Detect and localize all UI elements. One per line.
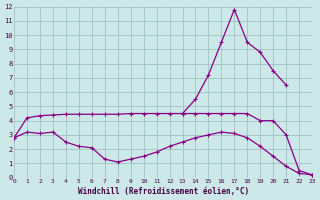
X-axis label: Windchill (Refroidissement éolien,°C): Windchill (Refroidissement éolien,°C) [77, 187, 249, 196]
